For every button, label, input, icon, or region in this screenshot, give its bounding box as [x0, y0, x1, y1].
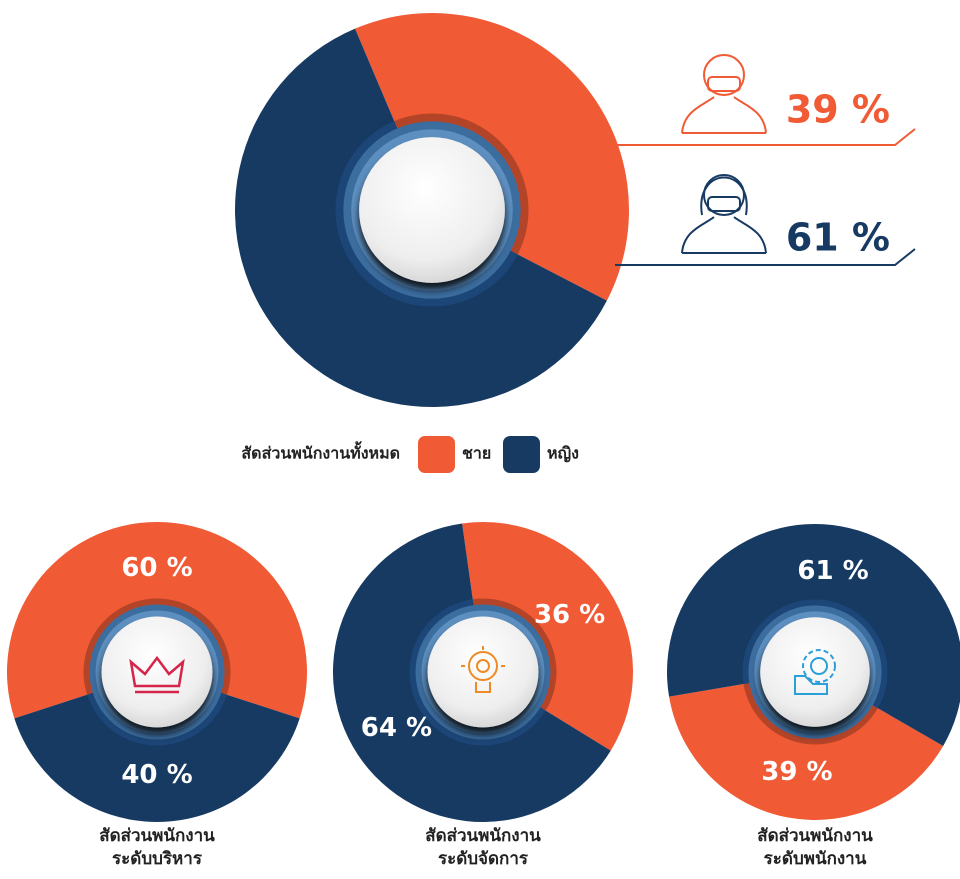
hand — [794, 675, 828, 695]
gear — [476, 659, 490, 673]
chart-title: สัดส่วนพนักงาน — [425, 826, 541, 846]
value-label: 61 % — [797, 556, 868, 586]
value-label: 64 % — [361, 713, 432, 743]
mask — [707, 76, 741, 92]
chart-title: ระดับจัดการ — [438, 849, 529, 869]
pie-slice — [462, 521, 633, 751]
value-label: 61 % — [786, 216, 890, 260]
value-label: 36 % — [534, 600, 605, 630]
shoulders — [681, 216, 767, 254]
hair — [700, 176, 748, 216]
value-label: 39 % — [761, 757, 832, 787]
legend-title: สัดส่วนพนักงานทั้งหมด — [241, 441, 400, 463]
mask — [707, 196, 741, 212]
chart-title: ระดับบริหาร — [112, 849, 203, 869]
legend-swatch — [503, 436, 540, 473]
callout-line — [615, 128, 916, 146]
bulb-icon — [461, 646, 505, 693]
shoulders — [681, 96, 767, 134]
gear-icon — [794, 649, 836, 695]
callout-line — [615, 248, 916, 266]
legend-label: หญิง — [547, 444, 579, 464]
bulb — [468, 651, 498, 681]
head — [703, 174, 745, 216]
legend-swatch — [418, 436, 455, 473]
legend-label: ชาย — [462, 444, 491, 463]
center-disc — [359, 137, 505, 283]
hub — [810, 657, 828, 675]
head — [703, 54, 745, 96]
value-label: 40 % — [121, 760, 192, 790]
value-label: 60 % — [121, 553, 192, 583]
crown-icon — [129, 655, 185, 694]
chart-title: สัดส่วนพนักงาน — [757, 826, 873, 846]
chart-title: สัดส่วนพนักงาน — [99, 826, 215, 846]
chart-title: ระดับพนักงาน — [764, 849, 867, 869]
gear — [802, 649, 836, 683]
person-icon — [681, 54, 767, 134]
pie-slice — [14, 672, 300, 822]
person-icon — [681, 174, 767, 254]
center-disc — [101, 616, 213, 728]
value-label: 39 % — [786, 88, 890, 132]
base — [461, 646, 505, 693]
